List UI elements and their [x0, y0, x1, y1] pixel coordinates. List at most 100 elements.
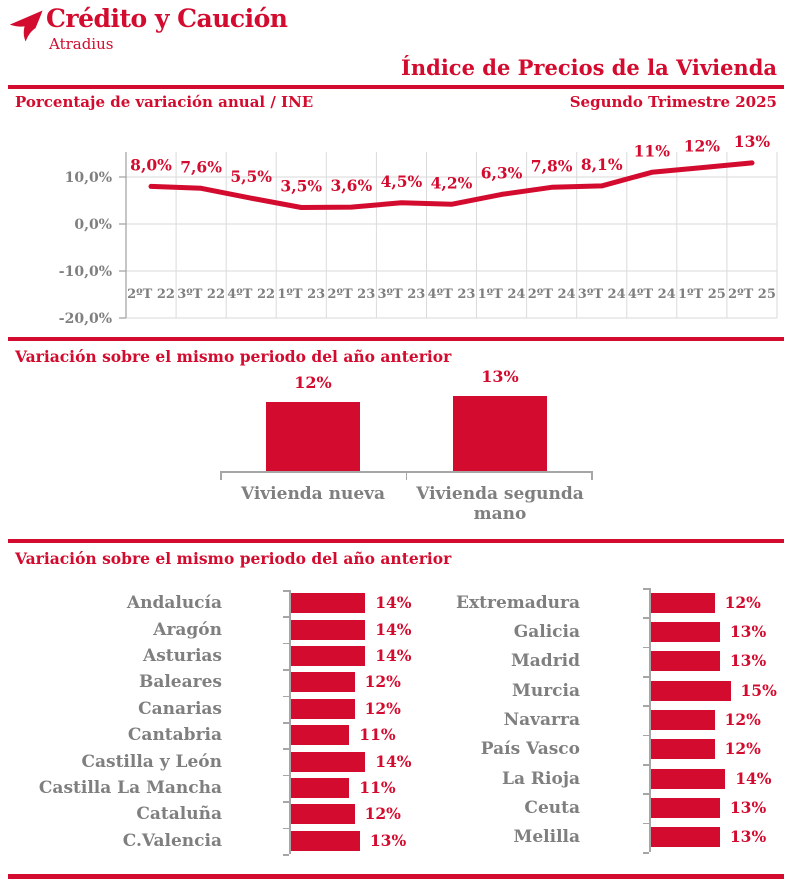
region-value-label: 15%	[740, 680, 777, 700]
region-label: Asturias	[143, 646, 222, 666]
line-data-label: 3,6%	[330, 176, 372, 195]
x-category-label: 1ºT 25	[678, 287, 726, 302]
region-value-label: 11%	[359, 778, 396, 797]
region-axis-line	[649, 588, 651, 852]
region-bar	[291, 751, 366, 772]
region-label: Navarra	[503, 710, 580, 730]
region-bar	[291, 830, 360, 851]
comparison-bar	[266, 401, 360, 472]
region-axis-tick	[283, 590, 289, 592]
page-title: Índice de Precios de la Vivienda	[401, 55, 777, 80]
region-axis-tick	[283, 695, 289, 698]
line-data-label: 4,2%	[431, 173, 473, 192]
x-category-label: 3ºT 23	[378, 287, 426, 302]
region-label: Murcia	[512, 680, 580, 701]
region-bar	[291, 646, 366, 666]
region-bar	[291, 778, 350, 798]
region-axis-tick	[643, 793, 649, 795]
region-bar	[651, 768, 726, 789]
y-tick-label: 0,0%	[74, 217, 112, 233]
region-axis-tick	[283, 774, 289, 777]
period-label: Segundo Trimestre 2025	[569, 93, 777, 111]
x-category-label: 3ºT 24	[578, 287, 626, 302]
region-axis-tick	[283, 669, 289, 671]
line-data-label: 8,1%	[581, 155, 623, 174]
line-data-label: 11%	[634, 141, 671, 160]
region-axis-tick	[643, 705, 649, 707]
section-title-regions: Variación sobre el mismo periodo del año…	[15, 549, 452, 568]
x-category-label: 1ºT 23	[277, 287, 325, 302]
logo-title: Crédito y Caución	[46, 4, 288, 33]
region-label: Andalucía	[126, 593, 222, 614]
region-value-label: 14%	[735, 768, 772, 788]
region-axis-tick	[643, 676, 649, 678]
comparison-value-label: 13%	[481, 366, 519, 386]
region-value-label: 11%	[359, 725, 396, 745]
region-label: Madrid	[510, 651, 580, 672]
section-title-comparison: Variación sobre el mismo periodo del año…	[15, 347, 452, 366]
region-label: C.Valencia	[122, 830, 222, 851]
region-bar	[651, 651, 720, 672]
x-category-label: 1ºT 24	[478, 287, 526, 302]
region-axis-tick	[283, 854, 289, 856]
region-value-label: 14%	[375, 619, 412, 639]
region-bar	[651, 798, 720, 818]
comparison-value-label: 12%	[294, 372, 332, 392]
line-data-label: 4,5%	[381, 172, 423, 191]
section-rule-comparison	[8, 337, 784, 341]
region-axis-tick	[643, 852, 649, 854]
y-tick-label: 10,0%	[65, 170, 112, 186]
header-rule	[8, 85, 784, 89]
region-value-label: 12%	[364, 672, 401, 692]
region-label: Castilla La Mancha	[38, 778, 222, 798]
region-bar	[651, 680, 731, 701]
x-category-label: 4ºT 23	[428, 287, 476, 302]
region-axis-tick	[283, 748, 289, 750]
region-value-label: 13%	[729, 827, 767, 847]
region-axis-tick	[643, 588, 649, 590]
x-category-label: 2ºT 22	[127, 287, 175, 302]
region-label: Cataluña	[136, 804, 222, 825]
region-value-label: 13%	[729, 622, 767, 641]
region-label: La Rioja	[502, 768, 580, 789]
region-label: Cantabria	[127, 725, 222, 746]
region-bar	[651, 622, 720, 642]
region-label: Aragón	[153, 619, 222, 640]
region-value-label: 12%	[364, 804, 401, 824]
region-axis-tick	[643, 764, 649, 766]
region-value-label: 14%	[375, 646, 412, 665]
x-category-label: 4ºT 22	[227, 287, 275, 302]
section-rule-regions	[8, 539, 784, 543]
region-axis-tick	[643, 734, 649, 737]
line-data-label: 13%	[734, 132, 771, 151]
y-tick-label: -20,0%	[59, 311, 112, 327]
comparison-axis-tick	[405, 471, 407, 480]
region-label: Melilla	[513, 827, 580, 848]
region-label: Ceuta	[524, 798, 580, 818]
line-data-label: 7,8%	[531, 156, 573, 175]
region-axis-line	[289, 590, 291, 854]
line-data-label: 6,3%	[481, 163, 523, 182]
y-tick-label: -10,0%	[59, 264, 112, 280]
line-data-label: 7,6%	[180, 157, 222, 176]
region-axis-tick	[643, 822, 649, 825]
region-label: Extremadura	[456, 592, 580, 613]
bottom-rule	[8, 874, 784, 879]
region-bar	[291, 725, 350, 746]
region-bar	[651, 827, 720, 848]
region-label: Canarias	[138, 698, 222, 719]
annual-variation-line-chart: 10,0%0,0%-10,0%-20,0%2ºT 22 3ºT 22 4ºT 22 1…	[59, 132, 778, 327]
comparison-axis-tick	[591, 471, 593, 480]
comparison-bar	[453, 395, 547, 472]
region-value-label: 14%	[375, 751, 412, 771]
line-data-label: 3,5%	[280, 177, 322, 196]
region-bar	[291, 672, 355, 693]
region-value-label: 13%	[729, 651, 767, 671]
region-value-label: 14%	[375, 593, 412, 613]
x-category-label: 3ºT 22	[177, 287, 225, 302]
region-value-label: 13%	[729, 798, 767, 817]
region-axis-tick	[283, 801, 289, 803]
region-bar	[651, 739, 715, 760]
region-bar	[651, 710, 715, 730]
